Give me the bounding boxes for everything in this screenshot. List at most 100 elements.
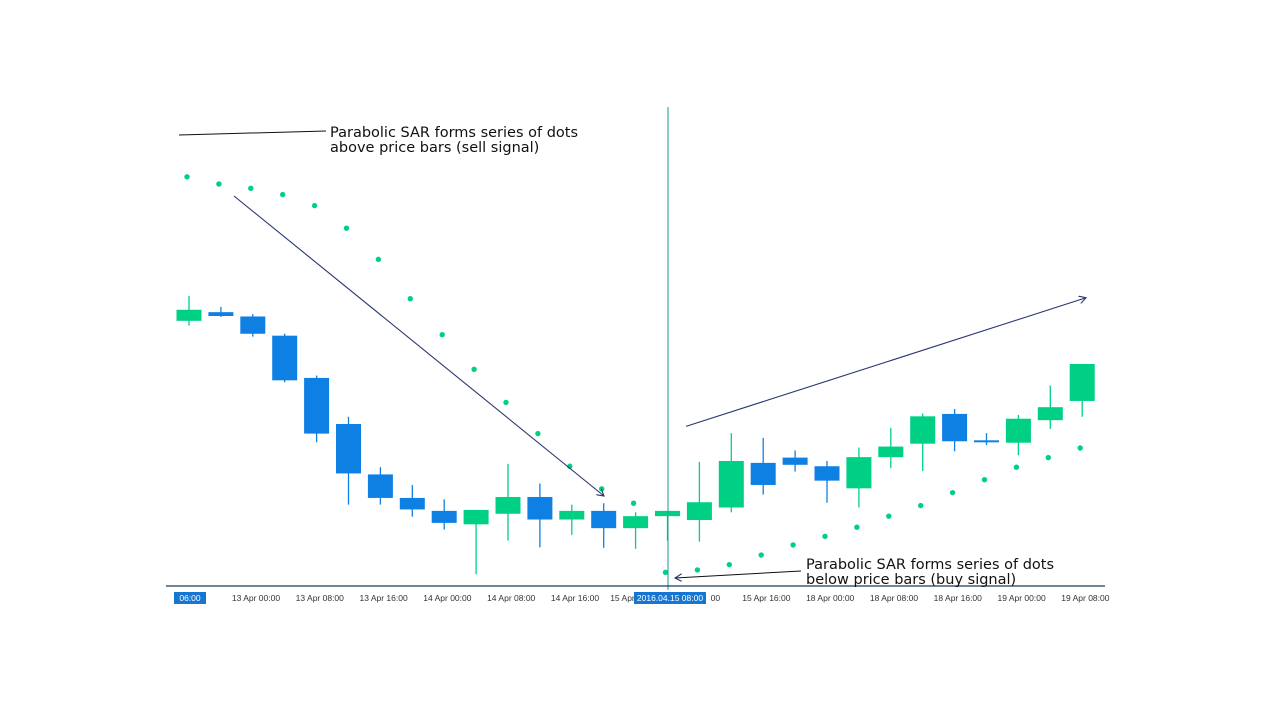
sar-dots-layer [184,174,1083,576]
x-tick-label: 15 Apr 0 [610,593,642,603]
candle [623,512,649,549]
crosshair-label-background [634,592,706,604]
sar-dot [758,552,764,558]
candle [463,509,489,575]
candle-body-up [559,510,585,520]
sar-dot [280,191,286,198]
candle-body-up [686,502,712,520]
x-tick-label: 06:00 [179,593,201,603]
candle-body-up [878,446,904,458]
x-tick-label: 13 Apr 08:00 [296,593,344,603]
sell-annotation-line-1: Parabolic SAR forms series of dots [330,125,578,141]
candle [974,433,999,446]
candle [399,484,425,517]
candle-body-up [1069,364,1095,401]
candle [367,467,393,505]
candle-body-up [1005,418,1031,443]
candle [336,416,361,505]
sar-dot [311,202,318,209]
sar-dot [949,489,956,496]
sar-dot [886,513,892,519]
candle [495,463,521,541]
candle [559,504,585,535]
candle [1069,364,1095,417]
candle [910,413,936,472]
candle-body-down [974,440,999,443]
candle-body-down [399,497,425,510]
sar-dot [662,569,669,576]
candle-body-up [623,516,649,529]
sar-dot [343,225,350,231]
x-tick-label: 19 Apr 08:00 [1061,593,1109,603]
candle-body-down [750,462,776,485]
x-tick-label: 15 Apr 16:00 [742,593,790,603]
sar-dot [1045,454,1052,461]
sell-signal-annotation: Parabolic SAR forms series of dots above… [330,125,578,156]
x-tick-label: 18 Apr 16:00 [934,593,982,603]
candle [750,437,776,495]
sar-dot [248,185,254,192]
x-tick-label: 18 Apr 08:00 [870,593,918,603]
candle [431,499,457,530]
uptrend-arrow [685,298,1086,427]
candle [1037,385,1063,429]
x-axis-ticks: 06:00 13 Apr 00:00 13 Apr 08:00 13 Apr 16:0… [174,592,1110,604]
candle-body-down [431,510,457,523]
sar-dot [630,500,637,506]
x-tick-label: 13 Apr 16:00 [359,593,407,603]
candle-body-down [527,496,553,520]
candle-body-down [240,316,266,334]
buy-signal-annotation: Parabolic SAR forms series of dots below… [806,557,1054,588]
sar-dot [694,567,701,573]
sar-dot [535,430,541,437]
candle-body-down [782,457,808,465]
x-tick-label: 14 Apr 08:00 [487,593,535,603]
sell-annotation-line-2: above price bars (sell signal) [330,140,539,156]
candle-body-down [591,510,617,529]
candle [272,333,298,383]
crosshair-label-text: 2016.04.15 08:00 [637,593,703,603]
buy-annotation-pointer [675,570,802,578]
x-tick-label: 14 Apr 00:00 [423,593,471,603]
candle [527,483,553,548]
x-tick-label: 13 Apr 00:00 [232,593,280,603]
sar-dot [822,533,828,540]
crosshair-time-label: 2016.04.15 08:00 [634,592,706,604]
candle-body-down [814,466,840,481]
sar-dot [854,524,860,530]
sar-dot [407,296,413,302]
x-tick-label: 14 Apr 16:00 [551,593,599,603]
candle-body-up [1037,407,1063,421]
sar-dot [216,181,222,187]
candle [942,409,968,452]
candle [1005,414,1031,456]
candle-body-up [718,460,744,508]
candle-body-up [910,416,936,444]
candle-body-up [463,509,489,525]
sar-dot [375,256,382,263]
candles-layer [176,295,1095,575]
candle-body-down [272,335,298,381]
candle-body-up [846,457,872,489]
sar-dot [439,332,445,338]
candle [591,503,617,548]
candle-body-down [942,413,968,442]
trend-arrows-layer [178,130,1086,578]
x-tick-label: 00 [711,593,721,603]
sar-dot [599,486,605,492]
sell-annotation-pointer [178,130,327,136]
candle [240,314,266,337]
buy-annotation-line-1: Parabolic SAR forms series of dots [806,557,1054,573]
sar-dot [1077,445,1083,451]
candle-body-down [208,312,234,316]
candle [208,306,234,317]
candle [782,450,808,472]
candle-body-down [336,424,361,474]
candle [814,460,840,503]
candle [304,375,330,443]
x-tick-label: 18 Apr 00:00 [806,593,854,603]
buy-annotation-line-2: below price bars (buy signal) [806,572,1016,588]
sar-dot [726,561,732,568]
candle [718,433,744,513]
